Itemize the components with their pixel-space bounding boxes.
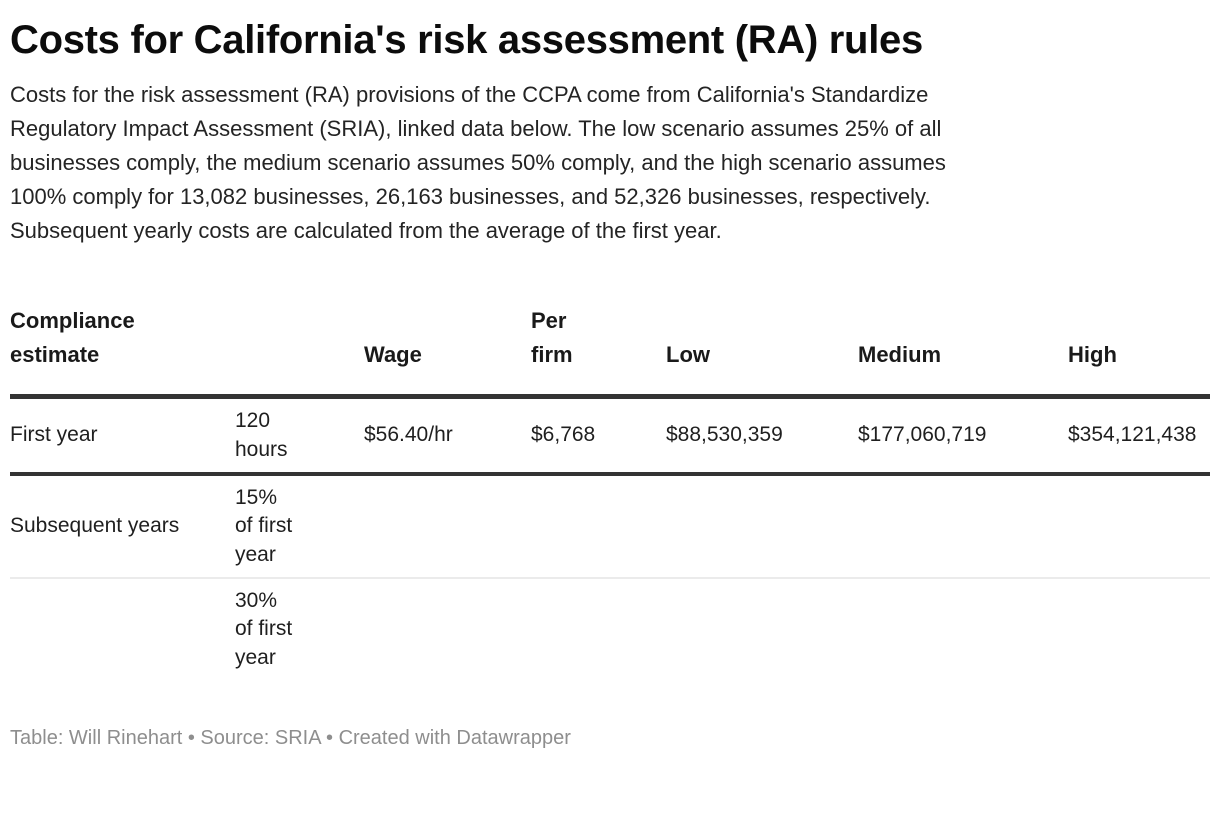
header-text: Per firm: [531, 308, 573, 368]
table-cell: 30% of first year: [235, 578, 364, 680]
cell-text: 120 hours: [235, 409, 288, 461]
table-row-first-year: First year 120 hours $56.40/hr $6,768 $8…: [10, 396, 1210, 476]
column-header-wage: Wage: [364, 304, 531, 400]
header-text: High: [1068, 342, 1117, 368]
column-header-high: High: [1068, 304, 1210, 400]
chart-description: Costs for the risk assessment (RA) provi…: [10, 82, 946, 243]
table-cell: [531, 473, 666, 579]
table-cell: [10, 578, 235, 680]
column-header-hours: [235, 304, 364, 400]
datawrapper-table-chart: Costs for California's risk assessment (…: [10, 18, 1210, 749]
table-cell: [364, 473, 531, 579]
column-header-low: Low: [666, 304, 858, 400]
table-cell: First year: [10, 396, 235, 476]
footer-attribution: Table: Will Rinehart • Source: SRIA • Cr…: [10, 726, 571, 749]
header-row: Compliance estimate Wage Per firm Low Me…: [10, 304, 1210, 400]
table-row-subsequent-years-30: 30% of first year: [10, 578, 1210, 680]
table-row-subsequent-years-15: Subsequent years 15% of first year: [10, 473, 1210, 579]
table-cell: [531, 578, 666, 680]
table-cell: 15% of first year: [235, 473, 364, 579]
table-cell: 120 hours: [235, 396, 364, 476]
table-header: Compliance estimate Wage Per firm Low Me…: [10, 304, 1210, 400]
header-text: Low: [666, 342, 710, 368]
column-header-medium: Medium: [858, 304, 1068, 400]
table-body: First year 120 hours $56.40/hr $6,768 $8…: [10, 396, 1210, 680]
header-text: Compliance estimate: [10, 308, 135, 368]
column-header-per-firm: Per firm: [531, 304, 666, 400]
table-cell: $177,060,719: [858, 396, 1068, 476]
table-cell: Subsequent years: [10, 473, 235, 579]
table-cell: $354,121,438: [1068, 396, 1210, 476]
table-cell: [666, 578, 858, 680]
chart-title: Costs for California's risk assessment (…: [10, 18, 923, 62]
table-cell: [858, 578, 1068, 680]
compliance-costs-table: Compliance estimate Wage Per firm Low Me…: [10, 304, 1210, 680]
table-cell: [1068, 578, 1210, 680]
table-cell: [1068, 473, 1210, 579]
cell-text: 30% of first year: [235, 588, 293, 669]
table-cell: $6,768: [531, 396, 666, 476]
cell-text: 15% of first year: [235, 485, 293, 566]
header-text: Medium: [858, 342, 942, 368]
table-cell: [858, 473, 1068, 579]
column-header-compliance-estimate: Compliance estimate: [10, 304, 235, 400]
table-cell: $56.40/hr: [364, 396, 531, 476]
header-text: Wage: [364, 342, 422, 368]
table-cell: $88,530,359: [666, 396, 858, 476]
table-cell: [364, 578, 531, 680]
table-cell: [666, 473, 858, 579]
